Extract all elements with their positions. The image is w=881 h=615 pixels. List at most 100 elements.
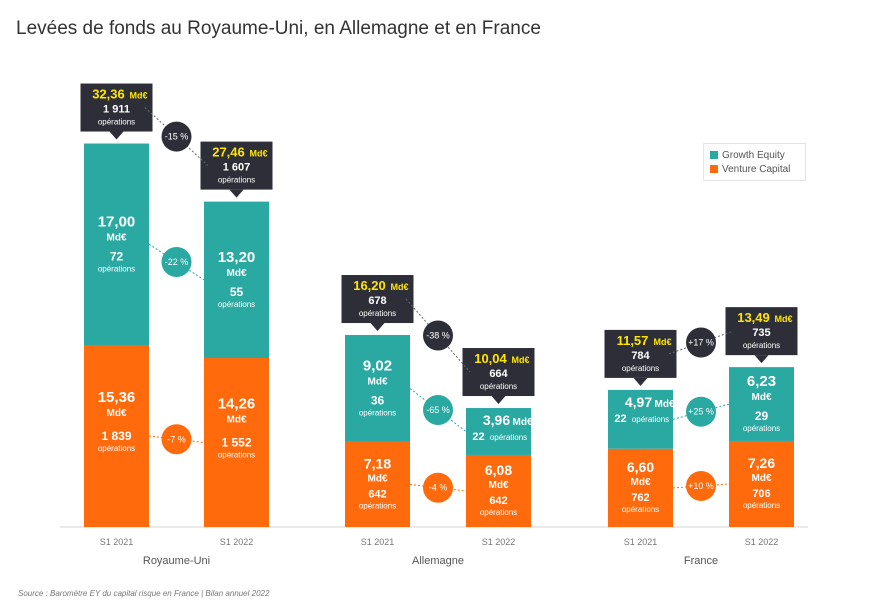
data-label-growth-value: 4,97 xyxy=(625,394,652,410)
total-ops: 735 xyxy=(752,327,770,339)
legend-label-venture: Venture Capital xyxy=(722,163,791,175)
total-ops-text: opérations xyxy=(218,176,255,185)
change-badge-total xyxy=(423,320,453,351)
data-label-venture-value: 14,26 xyxy=(218,396,256,413)
data-label-venture-value: 7,18 xyxy=(364,455,391,471)
bar-growth-equity xyxy=(466,408,531,455)
data-label-venture-ops-text: opérations xyxy=(218,451,255,460)
total-callout-box xyxy=(725,307,798,356)
bar-venture-capital xyxy=(345,441,410,527)
bar-growth-equity xyxy=(608,389,673,449)
data-label-venture-ops-text: opérations xyxy=(480,508,517,517)
bar-venture-capital xyxy=(608,448,673,527)
x-group-label-country: Royaume-Uni xyxy=(143,555,210,567)
data-label-venture-ops-text: opérations xyxy=(743,501,780,510)
total-value: 27,46 xyxy=(212,145,245,160)
total-callout-box xyxy=(604,329,677,378)
data-label-venture-unit: Md€ xyxy=(752,473,772,484)
data-label-growth-unit: Md€ xyxy=(368,376,388,387)
total-value: 32,36 xyxy=(92,87,125,102)
bar-growth-equity xyxy=(345,335,410,442)
data-label-venture-unit: Md€ xyxy=(227,415,247,426)
data-label-growth-ops-text: opérations xyxy=(359,408,396,417)
x-group-label-country: Allemagne xyxy=(412,555,464,567)
bar-venture-capital xyxy=(204,358,269,527)
data-label-growth-unit: Md€ xyxy=(655,399,675,410)
data-label-growth-value: 3,96 xyxy=(483,412,510,428)
total-unit: Md€ xyxy=(512,355,530,365)
total-callout-box xyxy=(200,141,273,190)
legend-item-growth[interactable]: Growth Equity xyxy=(710,148,805,162)
total-value: 11,57 xyxy=(617,333,649,348)
x-tick-label-period: S1 2021 xyxy=(624,537,658,547)
chart-legend: Growth Equity Venture Capital xyxy=(703,143,806,181)
change-label-growth: +25 % xyxy=(688,407,714,417)
total-unit: Md€ xyxy=(775,314,793,324)
total-callout-box xyxy=(80,83,153,132)
data-label-venture-ops-text: opérations xyxy=(359,501,396,510)
change-badge-venture xyxy=(686,470,716,501)
data-label-venture-unit: Md€ xyxy=(107,408,127,419)
data-label-venture-value: 6,08 xyxy=(485,462,512,478)
total-ops-text: opérations xyxy=(359,309,396,318)
x-tick-label-period: S1 2022 xyxy=(220,537,254,547)
bar-venture-capital xyxy=(84,344,149,527)
data-label-venture-unit: Md€ xyxy=(368,473,388,484)
change-badge-growth xyxy=(161,247,192,278)
data-label-growth-unit: Md€ xyxy=(513,417,533,428)
total-callout-pointer xyxy=(754,355,769,364)
data-label-growth-ops: 36 xyxy=(371,393,385,407)
x-group-label-country: France xyxy=(684,555,718,567)
total-ops: 678 xyxy=(368,295,386,307)
data-label-growth-ops-text: opérations xyxy=(490,433,527,442)
data-label-venture-unit: Md€ xyxy=(489,480,509,491)
data-label-growth-ops-text: opérations xyxy=(98,264,135,273)
data-label-venture-ops: 762 xyxy=(631,492,649,504)
data-label-growth-unit: Md€ xyxy=(752,392,772,403)
bar-growth-equity xyxy=(729,367,794,441)
data-label-venture-ops: 1 839 xyxy=(101,429,131,443)
change-label-total: +17 % xyxy=(688,338,714,348)
bar-growth-equity xyxy=(204,201,269,359)
total-unit: Md€ xyxy=(391,282,409,292)
data-label-growth-value: 9,02 xyxy=(363,357,392,374)
total-callout-pointer xyxy=(491,396,506,405)
total-ops-text: opérations xyxy=(480,382,517,391)
data-label-venture-ops: 1 552 xyxy=(221,436,251,450)
data-label-growth-ops: 55 xyxy=(230,285,244,299)
data-label-growth-value: 13,20 xyxy=(218,249,256,266)
data-label-venture-ops: 642 xyxy=(489,495,507,507)
data-label-venture-ops-text: opérations xyxy=(622,505,659,514)
total-callout-pointer xyxy=(370,323,385,332)
legend-item-venture[interactable]: Venture Capital xyxy=(710,162,805,176)
legend-label-growth: Growth Equity xyxy=(722,149,785,161)
data-label-growth-ops-text: opérations xyxy=(632,415,669,424)
change-label-total: -15 % xyxy=(165,132,189,142)
change-label-venture: -7 % xyxy=(167,434,186,444)
total-unit: Md€ xyxy=(654,337,672,347)
total-callout-box xyxy=(462,348,535,397)
data-label-growth-ops-text: opérations xyxy=(218,300,255,309)
data-label-growth-value: 6,23 xyxy=(747,373,776,390)
total-ops: 664 xyxy=(489,368,508,380)
total-ops: 1 911 xyxy=(103,104,130,116)
data-label-growth-ops-text: opérations xyxy=(743,424,780,433)
data-label-venture-value: 15,36 xyxy=(98,389,136,406)
data-label-venture-value: 6,60 xyxy=(627,459,654,475)
total-callout-box xyxy=(341,275,414,324)
bar-venture-capital xyxy=(729,440,794,527)
data-label-growth-ops: 22 xyxy=(472,431,484,443)
total-ops-text: opérations xyxy=(743,341,780,350)
change-label-growth: -65 % xyxy=(426,405,450,415)
chart-source: Source : Baromètre EY du capital risque … xyxy=(18,589,270,598)
change-label-growth: -22 % xyxy=(165,257,189,267)
data-label-growth-unit: Md€ xyxy=(107,232,127,243)
total-ops-text: opérations xyxy=(98,118,135,127)
data-label-venture-ops: 706 xyxy=(752,488,770,500)
change-badge-total xyxy=(686,327,716,358)
data-label-growth-ops: 22 xyxy=(614,413,626,425)
chart-title: Levées de fonds au Royaume-Uni, en Allem… xyxy=(16,18,541,39)
change-label-total: -38 % xyxy=(426,331,450,341)
x-tick-label-period: S1 2021 xyxy=(100,537,134,547)
change-badge-total xyxy=(161,121,192,152)
